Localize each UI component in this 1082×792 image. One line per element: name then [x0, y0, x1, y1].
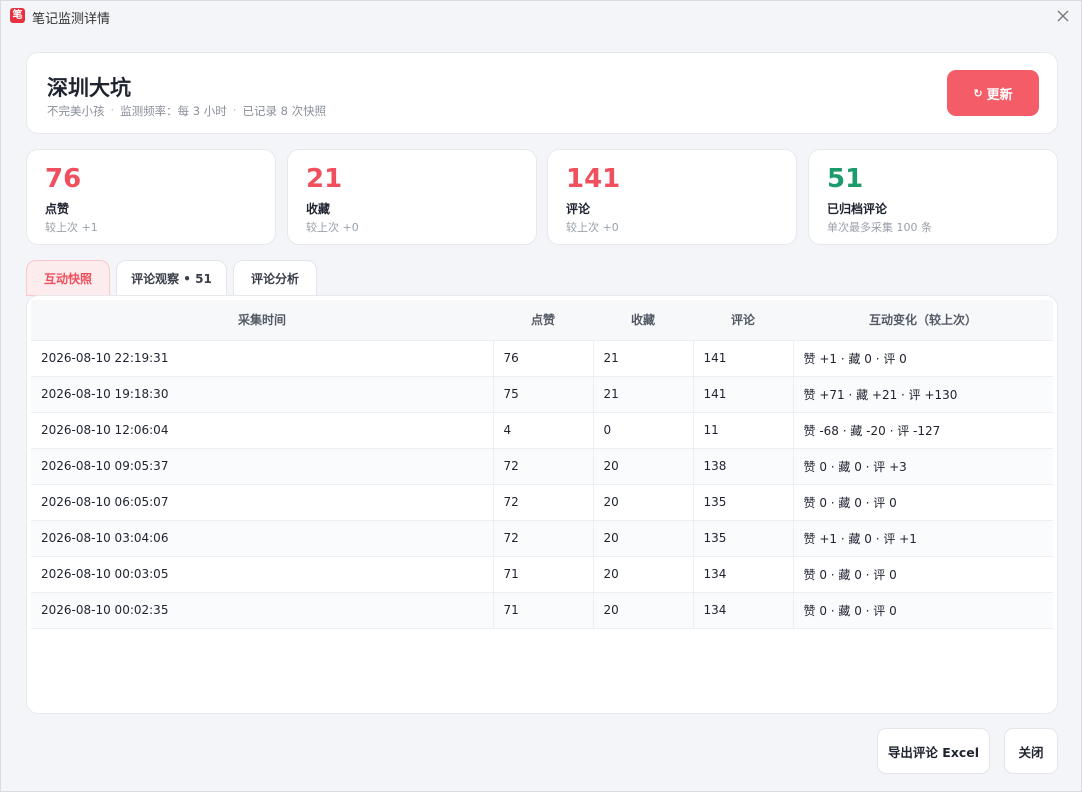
snapshot-table: 采集时间 点赞 收藏 评论 互动变化（较上次） 2026-08-10 22:19…	[31, 300, 1053, 629]
cell-likes: 71	[493, 556, 594, 593]
tab-comment-watch[interactable]: 评论观察 • 51	[116, 260, 227, 296]
cell-time: 2026-08-10 19:18:30	[31, 376, 494, 413]
cell-likes: 75	[493, 376, 594, 413]
table-row: 2026-08-10 06:05:07 72 20 135 赞 0 · 藏 0 …	[31, 484, 1053, 521]
table-row: 2026-08-10 09:05:37 72 20 138 赞 0 · 藏 0 …	[31, 448, 1053, 485]
cell-favorites: 20	[593, 520, 694, 557]
cell-change: 赞 0 · 藏 0 · 评 0	[793, 592, 1053, 629]
cell-likes: 71	[493, 592, 594, 629]
table-row: 2026-08-10 12:06:04 4 0 11 赞 -68 · 藏 -20…	[31, 412, 1053, 449]
cell-time: 2026-08-10 00:03:05	[31, 556, 494, 593]
cell-time: 2026-08-10 22:19:31	[31, 340, 494, 377]
author-name: 不完美小孩	[47, 104, 105, 118]
window-close-button[interactable]	[1053, 6, 1073, 26]
note-meta: 不完美小孩 · 监测频率：每 3 小时 · 已记录 8 次快照	[47, 103, 327, 118]
comments-value: 141	[566, 164, 621, 194]
note-title: 深圳大坑	[47, 76, 131, 100]
favorites-delta: 较上次 +0	[306, 221, 359, 234]
cell-change: 赞 0 · 藏 0 · 评 0	[793, 556, 1053, 593]
cell-favorites: 21	[593, 376, 694, 413]
cell-time: 2026-08-10 03:04:06	[31, 520, 494, 557]
table-row: 2026-08-10 00:03:05 71 20 134 赞 0 · 藏 0 …	[31, 556, 1053, 593]
cell-comments: 141	[693, 376, 794, 413]
col-header-time: 采集时间	[31, 300, 493, 341]
cell-comments: 138	[693, 448, 794, 485]
table-row: 2026-08-10 22:19:31 76 21 141 赞 +1 · 藏 0…	[31, 340, 1053, 377]
title-bar: 笔 笔记监测详情	[1, 1, 1081, 31]
cell-time: 2026-08-10 12:06:04	[31, 412, 494, 449]
col-header-change: 互动变化（较上次）	[793, 300, 1053, 341]
col-header-likes: 点赞	[493, 300, 593, 341]
cell-likes: 76	[493, 340, 594, 377]
app-logo-icon: 笔	[10, 8, 25, 23]
cell-favorites: 20	[593, 592, 694, 629]
cell-favorites: 20	[593, 448, 694, 485]
cell-likes: 72	[493, 484, 594, 521]
stat-card-archived-comments: 51 已归档评论 单次最多采集 100 条	[808, 149, 1058, 245]
stat-card-likes: 76 点赞 较上次 +1	[26, 149, 276, 245]
close-button[interactable]: 关闭	[1004, 728, 1058, 774]
note-header-card: 深圳大坑 不完美小孩 · 监测频率：每 3 小时 · 已记录 8 次快照 ↻ 更…	[26, 52, 1058, 134]
cell-change: 赞 -68 · 藏 -20 · 评 -127	[793, 412, 1053, 449]
cell-change: 赞 0 · 藏 0 · 评 +3	[793, 448, 1053, 485]
cell-change: 赞 +1 · 藏 0 · 评 0	[793, 340, 1053, 377]
cell-time: 2026-08-10 06:05:07	[31, 484, 494, 521]
monitor-frequency: 监测频率：每 3 小时	[120, 104, 227, 118]
cell-likes: 72	[493, 448, 594, 485]
window-title: 笔记监测详情	[32, 12, 111, 27]
cell-comments: 135	[693, 484, 794, 521]
cell-change: 赞 +1 · 藏 0 · 评 +1	[793, 520, 1053, 557]
cell-comments: 135	[693, 520, 794, 557]
favorites-label: 收藏	[306, 202, 331, 216]
cell-change: 赞 +71 · 藏 +21 · 评 +130	[793, 376, 1053, 413]
stat-card-comments: 141 评论 较上次 +0	[547, 149, 797, 245]
stat-card-favorites: 21 收藏 较上次 +0	[287, 149, 537, 245]
likes-delta: 较上次 +1	[45, 221, 98, 234]
export-comments-excel-button[interactable]: 导出评论 Excel	[877, 728, 990, 774]
refresh-label: 更新	[986, 87, 1013, 103]
cell-favorites: 20	[593, 484, 694, 521]
cell-favorites: 20	[593, 556, 694, 593]
table-header-row: 采集时间 点赞 收藏 评论 互动变化（较上次）	[31, 300, 1053, 341]
refresh-icon: ↻	[973, 86, 983, 100]
close-icon	[1057, 10, 1069, 22]
tab-interaction-snapshot[interactable]: 互动快照	[26, 260, 110, 296]
tab-comment-analysis[interactable]: 评论分析	[233, 260, 317, 296]
cell-favorites: 21	[593, 340, 694, 377]
table-row: 2026-08-10 03:04:06 72 20 135 赞 +1 · 藏 0…	[31, 520, 1053, 557]
refresh-button[interactable]: ↻ 更新	[947, 70, 1039, 116]
cell-time: 2026-08-10 00:02:35	[31, 592, 494, 629]
comments-delta: 较上次 +0	[566, 221, 619, 234]
archived-note: 单次最多采集 100 条	[827, 221, 932, 234]
cell-likes: 4	[493, 412, 594, 449]
col-header-comments: 评论	[693, 300, 793, 341]
comments-label: 评论	[566, 202, 591, 216]
cell-comments: 141	[693, 340, 794, 377]
cell-likes: 72	[493, 520, 594, 557]
snapshot-table-card: 采集时间 点赞 收藏 评论 互动变化（较上次） 2026-08-10 22:19…	[26, 295, 1058, 714]
archived-value: 51	[827, 164, 864, 194]
archived-label: 已归档评论	[827, 202, 888, 216]
table-row: 2026-08-10 19:18:30 75 21 141 赞 +71 · 藏 …	[31, 376, 1053, 413]
cell-comments: 134	[693, 592, 794, 629]
col-header-favorites: 收藏	[593, 300, 693, 341]
table-row: 2026-08-10 00:02:35 71 20 134 赞 0 · 藏 0 …	[31, 592, 1053, 629]
cell-favorites: 0	[593, 412, 694, 449]
cell-comments: 11	[693, 412, 794, 449]
snapshot-count: 已记录 8 次快照	[242, 104, 327, 118]
cell-time: 2026-08-10 09:05:37	[31, 448, 494, 485]
likes-value: 76	[45, 164, 82, 194]
favorites-value: 21	[306, 164, 343, 194]
likes-label: 点赞	[45, 202, 70, 216]
cell-comments: 134	[693, 556, 794, 593]
cell-change: 赞 0 · 藏 0 · 评 0	[793, 484, 1053, 521]
